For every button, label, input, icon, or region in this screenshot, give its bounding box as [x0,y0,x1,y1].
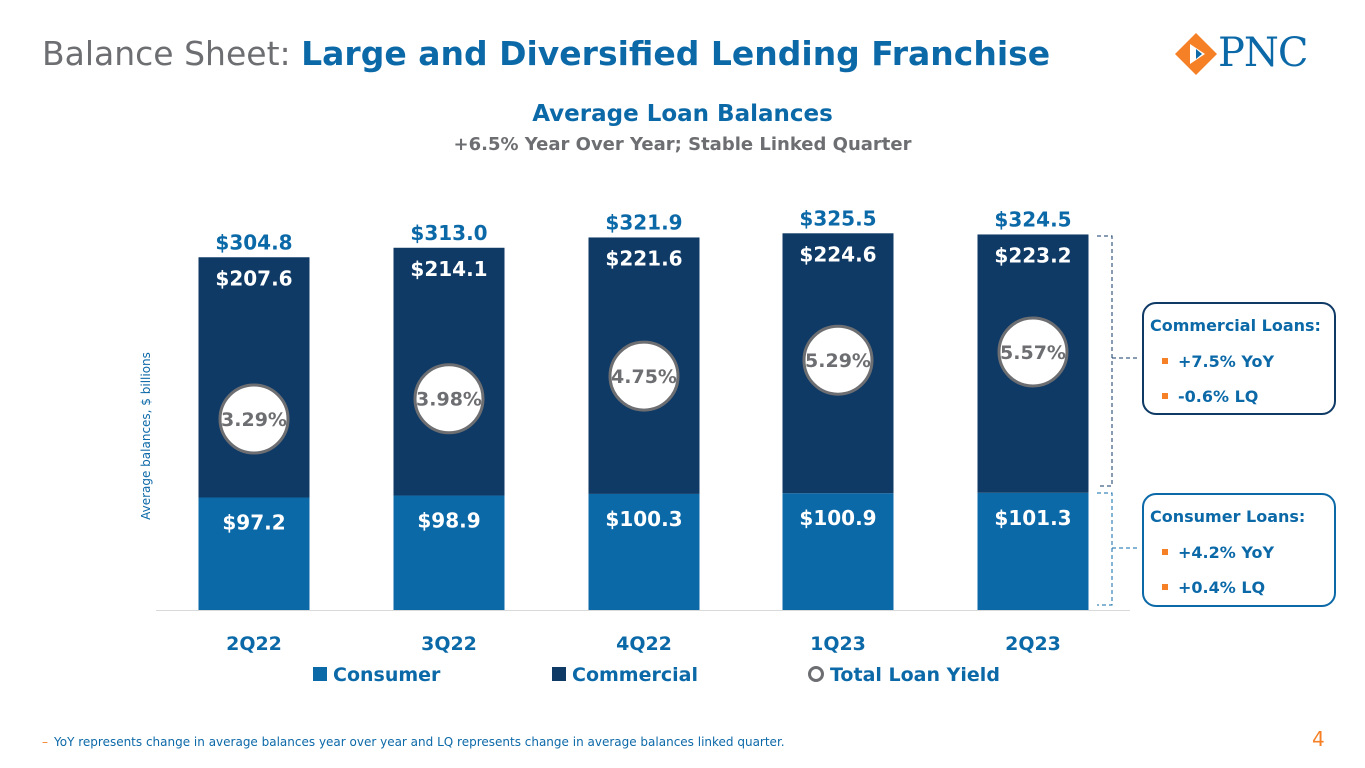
commercial-callout-item: +7.5% YoY [1162,352,1274,371]
pnc-logo-icon [1175,33,1217,75]
yield-marker [413,363,485,435]
x-tick-label: 2Q23 [1005,633,1061,655]
data-label-consumer: $100.3 [605,507,682,531]
consumer-swatch-icon [313,666,327,681]
bar-consumer [393,495,505,610]
data-label-total: $321.9 [605,210,682,234]
consumer-yoy: +4.2% YoY [1178,543,1275,562]
commercial-yoy: +7.5% YoY [1178,352,1275,371]
yield-label: 3.98% [416,389,482,411]
bar-consumer [588,493,700,610]
data-label-consumer: $98.9 [417,509,480,533]
consumer-callout-item: +4.2% YoY [1162,543,1274,562]
commercial-callout-item: -0.6% LQ [1162,387,1258,406]
consumer-callout: Consumer Loans: +4.2% YoY +0.4% LQ [1142,493,1336,607]
yield-marker [802,324,874,396]
bar-commercial [198,257,310,498]
footnote-text: YoY represents change in average balance… [54,735,785,749]
yield-marker [608,340,680,412]
commercial-bracket [1097,235,1113,487]
consumer-callout-title: Consumer Loans: [1150,507,1306,526]
consumer-bracket [1097,492,1113,606]
bullet-icon [1162,583,1168,590]
title-main: Large and Diversified Lending Franchise [301,34,1051,73]
bullet-icon [1162,392,1168,399]
data-label-consumer: $97.2 [222,511,285,535]
footnote: – YoY represents change in average balanc… [42,735,785,749]
data-label-total: $324.5 [994,207,1071,231]
data-label-consumer: $100.9 [799,506,876,530]
consumer-callout-item: +0.4% LQ [1162,578,1265,597]
footnote-marker: – [42,735,48,749]
yield-marker [218,383,290,455]
chart-subtitle: +6.5% Year Over Year; Stable Linked Quar… [453,134,912,155]
commercial-swatch-icon [552,666,566,681]
data-label-commercial: $221.6 [605,246,682,270]
page-title: Balance Sheet: Large and Diversified Len… [42,34,1050,73]
commercial-callout: Commercial Loans: +7.5% YoY -0.6% LQ [1142,302,1336,415]
data-label-consumer: $101.3 [994,506,1071,530]
legend-label-yield: Total Loan Yield [830,664,1000,686]
bullet-icon [1162,548,1168,555]
yield-label: 4.75% [611,366,677,388]
data-label-commercial: $224.6 [799,242,876,266]
data-label-commercial: $214.1 [410,257,487,281]
yield-ring-icon [808,665,824,682]
commercial-callout-title: Commercial Loans: [1150,316,1321,335]
logo-wordmark: PNC [1218,30,1309,76]
consumer-lq: +0.4% LQ [1178,578,1266,597]
chart-title: Average Loan Balances [532,101,833,127]
data-label-total: $313.0 [410,221,487,245]
x-tick-label: 3Q22 [421,633,477,655]
data-label-commercial: $223.2 [994,243,1071,267]
yield-marker [997,316,1069,388]
yield-label: 5.57% [1000,342,1066,364]
legend-label-consumer: Consumer [333,664,441,686]
legend-label-commercial: Commercial [572,664,698,686]
legend-item-consumer: Consumer [313,664,440,686]
title-prefix: Balance Sheet: [42,34,291,73]
data-label-total: $325.5 [799,206,876,230]
bullet-icon [1162,357,1168,364]
legend-item-commercial: Commercial [552,664,698,686]
yield-label: 5.29% [805,350,871,372]
yield-label: 3.29% [221,409,287,431]
x-tick-label: 4Q22 [616,633,672,655]
pnc-logo: PNC [1174,30,1334,82]
x-tick-label: 2Q22 [226,633,282,655]
bar-consumer [198,497,310,610]
bar-consumer [782,493,894,610]
data-label-commercial: $207.6 [215,266,292,290]
commercial-lq: -0.6% LQ [1178,387,1259,406]
legend-item-yield: Total Loan Yield [808,664,1000,686]
data-label-total: $304.8 [215,230,292,254]
x-tick-label: 1Q23 [810,633,866,655]
page-number: 4 [1312,727,1325,751]
bar-consumer [977,492,1089,610]
